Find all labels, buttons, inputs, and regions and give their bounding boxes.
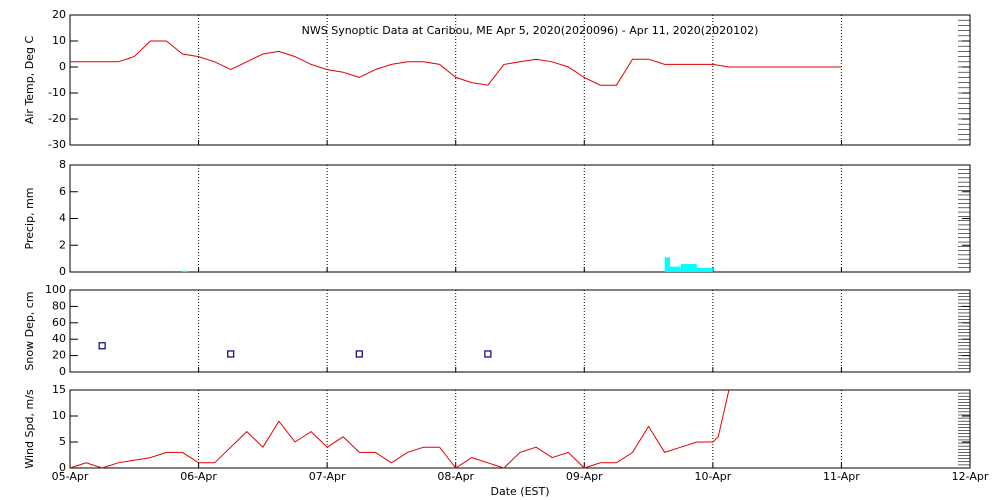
y-tick-label: 8 bbox=[59, 158, 66, 171]
x-tick-label: 12-Apr bbox=[952, 470, 989, 483]
y-tick-label: 10 bbox=[52, 34, 66, 47]
point bbox=[227, 350, 235, 358]
y-tick-label: 10 bbox=[52, 409, 66, 422]
x-axis-label: Date (EST) bbox=[490, 485, 549, 498]
point bbox=[484, 350, 492, 358]
plot-frame bbox=[69, 164, 971, 273]
y-tick-label: 0 bbox=[59, 461, 66, 474]
x-tick-label: 10-Apr bbox=[694, 470, 731, 483]
y-tick-label: 40 bbox=[52, 332, 66, 345]
point bbox=[355, 350, 363, 358]
data-line bbox=[70, 40, 842, 86]
point bbox=[98, 342, 106, 350]
y-tick-label: 15 bbox=[52, 383, 66, 396]
chart-title: NWS Synoptic Data at Caribou, ME Apr 5, … bbox=[302, 24, 759, 37]
bar bbox=[691, 263, 697, 272]
bar bbox=[182, 270, 188, 272]
y-tick-label: 20 bbox=[52, 8, 66, 21]
data-line bbox=[69, 389, 730, 469]
y-tick-label: 4 bbox=[59, 212, 66, 225]
y-tick-label: 0 bbox=[59, 365, 66, 378]
y-tick-label: 6 bbox=[59, 185, 66, 198]
bar bbox=[707, 267, 713, 272]
y-tick-label: 80 bbox=[52, 299, 66, 312]
bar bbox=[696, 267, 703, 272]
x-tick-label: 08-Apr bbox=[437, 470, 474, 483]
plot-frame bbox=[69, 289, 971, 373]
x-tick-label: 07-Apr bbox=[309, 470, 346, 483]
bar bbox=[664, 257, 670, 272]
y-axis-label: Wind Spd, m/s bbox=[23, 389, 36, 469]
y-tick-label: -30 bbox=[48, 138, 66, 151]
y-axis-label: Snow Dep, cm bbox=[23, 291, 36, 370]
bar bbox=[680, 263, 687, 272]
y-tick-label: 5 bbox=[59, 435, 66, 448]
bar bbox=[686, 263, 692, 272]
x-tick-label: 09-Apr bbox=[566, 470, 603, 483]
plot-frame bbox=[69, 389, 971, 469]
y-tick-label: -10 bbox=[48, 86, 66, 99]
bar bbox=[702, 267, 708, 272]
y-tick-label: -20 bbox=[48, 112, 66, 125]
y-axis-label: Air Temp, Deg C bbox=[23, 36, 36, 125]
x-tick-label: 06-Apr bbox=[180, 470, 217, 483]
bar bbox=[670, 266, 676, 272]
bar bbox=[675, 266, 681, 272]
y-tick-label: 0 bbox=[59, 60, 66, 73]
plot-frame bbox=[69, 14, 971, 146]
y-axis-label: Precip, mm bbox=[23, 188, 36, 250]
x-tick-label: 11-Apr bbox=[823, 470, 860, 483]
x-tick-label: 05-Apr bbox=[52, 470, 89, 483]
y-tick-label: 0 bbox=[59, 265, 66, 278]
y-tick-label: 60 bbox=[52, 316, 66, 329]
y-tick-label: 100 bbox=[45, 283, 66, 296]
y-tick-label: 2 bbox=[59, 238, 66, 251]
y-tick-label: 20 bbox=[52, 349, 66, 362]
